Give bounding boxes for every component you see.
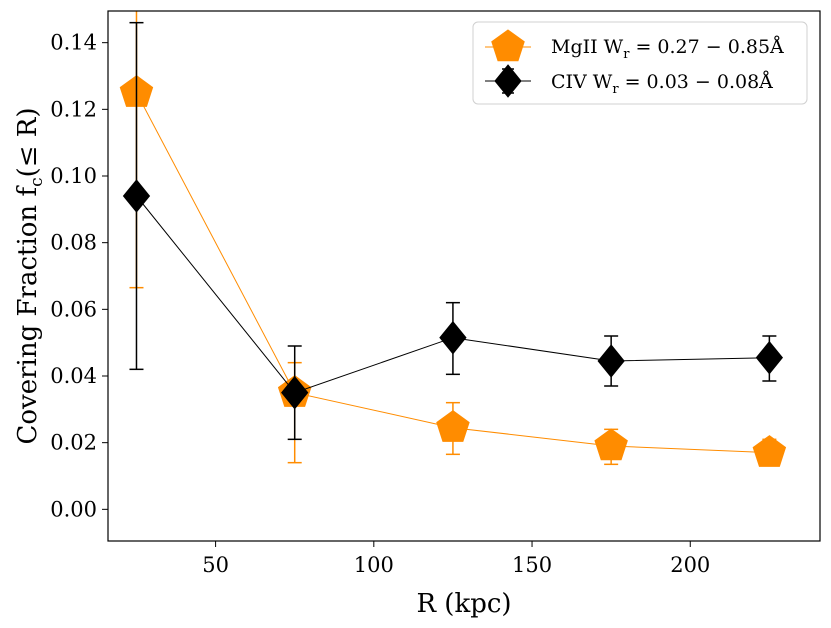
data-point-civ (597, 344, 625, 378)
y-tick-label: 0.12 (50, 97, 97, 121)
y-tick-label: 0.08 (50, 231, 97, 255)
y-tick-label: 0.10 (50, 164, 97, 188)
plot-area (119, 11, 787, 467)
y-tick-label: 0.00 (50, 497, 97, 521)
legend-box (472, 21, 808, 105)
x-tick-label: 50 (202, 553, 229, 577)
x-axis-ticks: 50 100 150 200 (202, 541, 710, 577)
x-tick-label: 150 (512, 553, 552, 577)
x-axis-label: R (kpc) (416, 589, 511, 619)
plot-frame (107, 10, 821, 542)
legend-marker-civ (494, 64, 522, 98)
legend-label-mgii: MgII Wr = 0.27 − 0.85Å (551, 36, 784, 62)
y-axis-label-main: Covering Fraction f (13, 185, 43, 445)
y-tick-label: 0.14 (50, 31, 97, 55)
data-point-mgii (752, 435, 787, 467)
y-axis-ticks: 0.00 0.02 0.04 0.06 0.08 0.10 0.12 0.14 (50, 31, 108, 521)
legend-label-civ: CIV Wr = 0.03 − 0.08Å (551, 71, 773, 97)
x-tick-label: 200 (670, 553, 710, 577)
y-axis-label-tail: (≤ R) (13, 107, 43, 177)
legend-entry-mgii: MgII Wr = 0.27 − 0.85Å (485, 29, 784, 62)
data-point-mgii (594, 428, 628, 461)
x-tick-label: 100 (354, 553, 394, 577)
series-civ (122, 21, 784, 441)
legend-entry-civ: CIV Wr = 0.03 − 0.08Å (485, 64, 773, 98)
y-tick-label: 0.06 (50, 297, 97, 321)
y-tick-label: 0.04 (50, 364, 97, 388)
data-point-civ (439, 320, 467, 355)
data-point-mgii (436, 410, 470, 442)
y-axis-label: Covering Fraction fc(≤ R) (13, 107, 47, 444)
data-point-civ (281, 375, 309, 410)
legend: MgII Wr = 0.27 − 0.85Å CIV Wr = 0.03 − 0… (472, 21, 808, 105)
y-axis-label-sub: c (27, 177, 47, 187)
y-tick-label: 0.02 (50, 431, 97, 455)
data-point-civ (122, 179, 151, 213)
legend-marker-mgii (491, 29, 525, 62)
data-point-civ (755, 340, 784, 375)
